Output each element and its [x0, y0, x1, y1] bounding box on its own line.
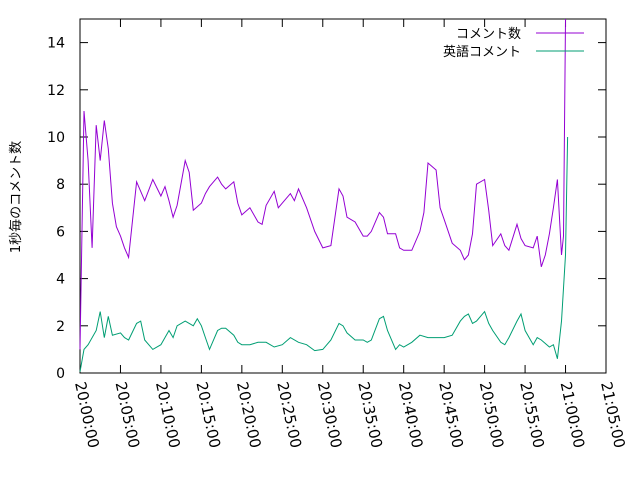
y-axis-ticks: 0 2 4 6 8 10 12 14	[47, 36, 606, 382]
y-tick-label: 10	[47, 130, 65, 146]
y-axis-label: 1秒毎のコメント数	[8, 141, 24, 253]
y-tick-label: 6	[56, 224, 65, 240]
plot-frame	[79, 18, 607, 374]
series-layer	[79, 18, 569, 372]
y-tick-label: 12	[47, 83, 65, 99]
y-tick-label: 2	[56, 319, 65, 335]
series-line-0	[79, 18, 566, 350]
series-line-1	[79, 136, 569, 372]
y-tick-label: 8	[56, 177, 65, 193]
y-tick-label: 14	[47, 36, 65, 52]
legend-label-series-1: 英語コメント	[443, 44, 521, 60]
legend-label-series-0: コメント数	[456, 27, 521, 42]
y-tick-label: 0	[56, 366, 65, 382]
y-tick-label: 4	[56, 272, 65, 288]
legend: コメント数 英語コメント	[443, 27, 584, 60]
